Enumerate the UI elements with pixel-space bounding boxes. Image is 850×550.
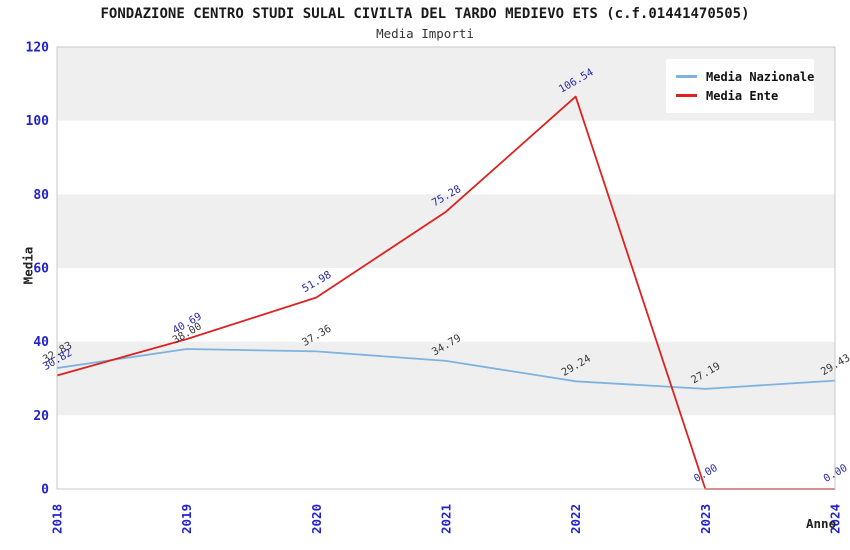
chart-subtitle: Media Importi bbox=[376, 26, 474, 41]
x-tick-label: 2024 bbox=[828, 504, 843, 534]
plot-band bbox=[57, 194, 835, 268]
x-tick-label: 2018 bbox=[50, 504, 65, 534]
y-tick-label: 100 bbox=[26, 114, 50, 129]
chart-title: FONDAZIONE CENTRO STUDI SULAL CIVILTA DE… bbox=[100, 6, 750, 22]
y-tick-label: 120 bbox=[26, 41, 50, 56]
y-axis-label: Media bbox=[20, 246, 36, 285]
x-tick-label: 2021 bbox=[439, 504, 454, 534]
legend-item-media-nazionale[interactable]: Media Nazionale bbox=[676, 67, 814, 86]
x-tick-label: 2020 bbox=[309, 504, 324, 534]
x-axis-label: Anno bbox=[806, 516, 837, 531]
series-line-nazionale bbox=[56, 348, 836, 390]
x-tick-label: 2022 bbox=[568, 504, 583, 534]
legend-item-media-ente[interactable]: Media Ente bbox=[676, 86, 804, 105]
plot-band bbox=[57, 341, 835, 416]
y-tick-label: 0 bbox=[41, 483, 49, 498]
y-tick-label: 80 bbox=[33, 188, 49, 203]
plot-band bbox=[57, 268, 835, 342]
x-tick-label: 2019 bbox=[179, 504, 194, 534]
y-tick-label: 60 bbox=[33, 262, 49, 277]
legend-label-ente: Media Ente bbox=[706, 88, 779, 103]
y-tick-label: 40 bbox=[33, 335, 49, 350]
legend-line-swatch-nazionale bbox=[676, 75, 697, 78]
plot-border bbox=[56, 46, 836, 490]
plot-band bbox=[57, 415, 835, 489]
x-tick-label: 2023 bbox=[698, 504, 713, 534]
y-tick-label: 20 bbox=[33, 409, 49, 424]
legend-line-swatch-ente bbox=[676, 94, 697, 97]
legend: Media Nazionale Media Ente bbox=[666, 59, 814, 113]
legend-label-nazionale: Media Nazionale bbox=[706, 69, 815, 84]
plot-band bbox=[57, 120, 835, 195]
